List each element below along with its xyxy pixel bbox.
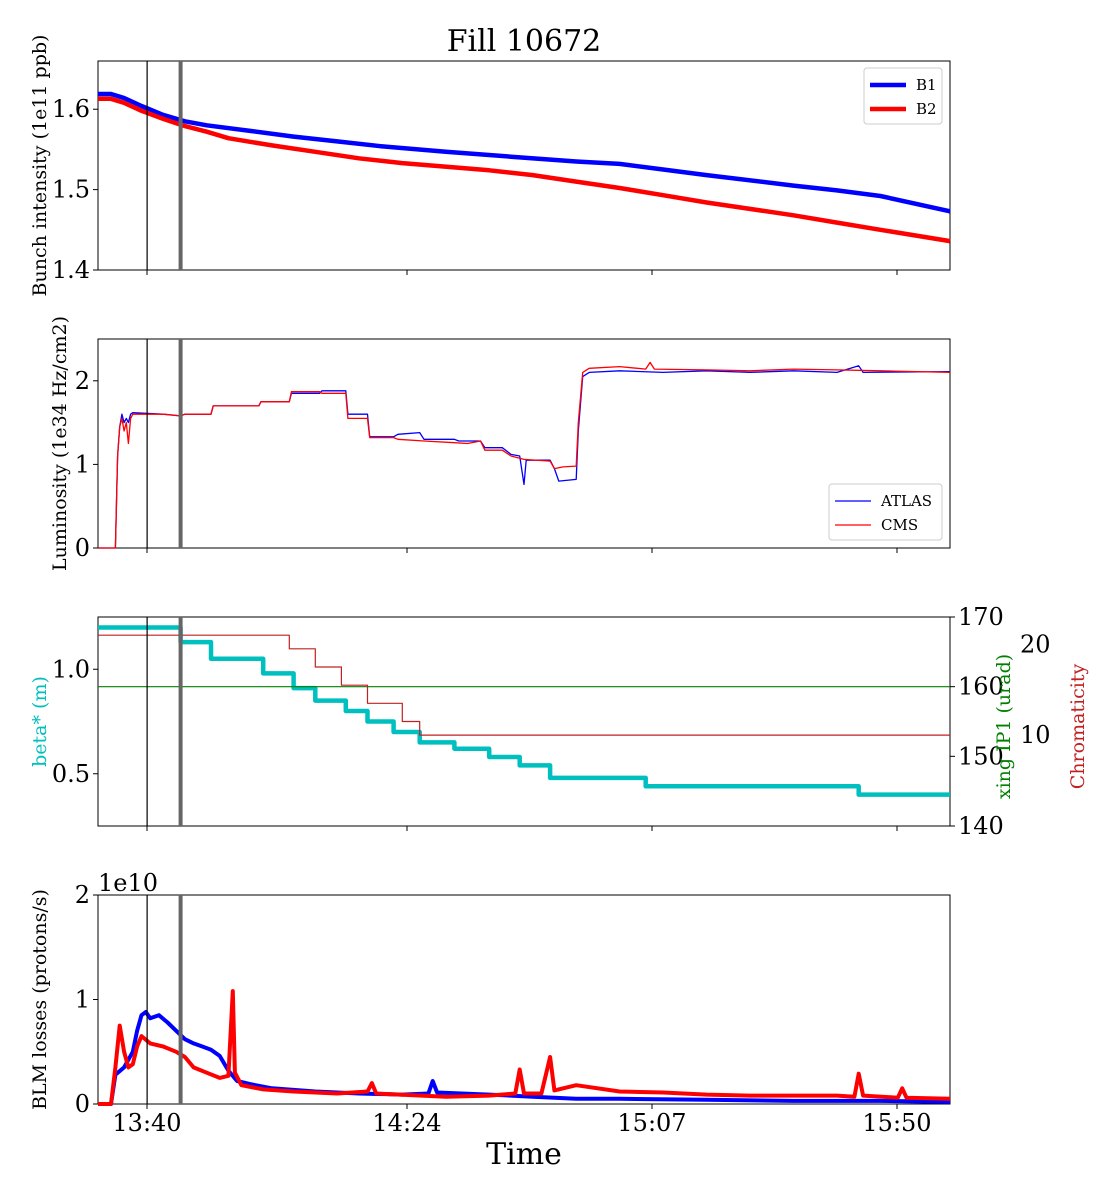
series-b1 — [98, 91, 951, 214]
x-tick-label: 14:24 — [372, 1109, 441, 1137]
y-axis-label: Bunch intensity (1e11 ppb) — [29, 35, 51, 297]
right-axis-label-xing: xing IP1 (urad) — [993, 654, 1015, 799]
panel-frame-1 — [97, 60, 951, 271]
right-tick-label-xing: 140 — [958, 812, 1004, 840]
y-tick-label: 1 — [75, 450, 90, 478]
y-tick-label: 1.6 — [52, 95, 90, 123]
chart-title: Fill 10672 — [447, 24, 602, 59]
series-beta- — [98, 625, 950, 797]
x-axis-label: Time — [486, 1137, 562, 1172]
y-tick-label: 2 — [75, 881, 90, 909]
right-axis-label-chroma: Chromaticity — [1067, 664, 1089, 790]
panel-frame-3 — [97, 616, 951, 827]
x-tick-label: 13:40 — [112, 1109, 181, 1137]
series-b2 — [98, 989, 951, 1106]
legend-box — [828, 483, 943, 541]
series-b2 — [98, 96, 951, 244]
y-axis-label: Luminosity (1e34 Hz/cm2) — [49, 316, 71, 571]
right-tick-label-chroma: 10 — [1020, 721, 1051, 749]
y-offset-label: 1e10 — [98, 869, 158, 897]
x-tick-label: 15:50 — [862, 1109, 931, 1137]
y-axis-label: BLM losses (protons/s) — [29, 889, 51, 1110]
right-tick-label-xing: 170 — [958, 603, 1004, 631]
series-chromaticity — [98, 634, 950, 736]
y-axis-label: beta* (m) — [29, 676, 51, 767]
series-cms — [98, 361, 951, 549]
panel-frame-4 — [97, 894, 951, 1105]
y-tick-label: 1 — [75, 986, 90, 1014]
legend-label-b1: B1 — [916, 76, 937, 94]
y-tick-label: 2 — [75, 367, 90, 395]
y-tick-label: 0 — [75, 1090, 90, 1118]
right-tick-label-xing: 160 — [958, 673, 1004, 701]
y-tick-label: 1.0 — [52, 655, 90, 683]
legend-label-cms: CMS — [881, 516, 918, 534]
legend-label-atlas: ATLAS — [880, 492, 932, 510]
legend-label-b2: B2 — [916, 100, 937, 118]
panel-frame-2 — [97, 338, 951, 549]
x-tick-label: 15:07 — [617, 1109, 686, 1137]
y-tick-label: 1.5 — [52, 176, 90, 204]
y-tick-label: 0 — [75, 534, 90, 562]
series-atlas — [98, 365, 951, 549]
y-tick-label: 1.4 — [52, 256, 90, 284]
right-tick-label-chroma: 20 — [1020, 630, 1051, 658]
y-tick-label: 0.5 — [52, 760, 90, 788]
right-tick-label-xing: 150 — [958, 742, 1004, 770]
